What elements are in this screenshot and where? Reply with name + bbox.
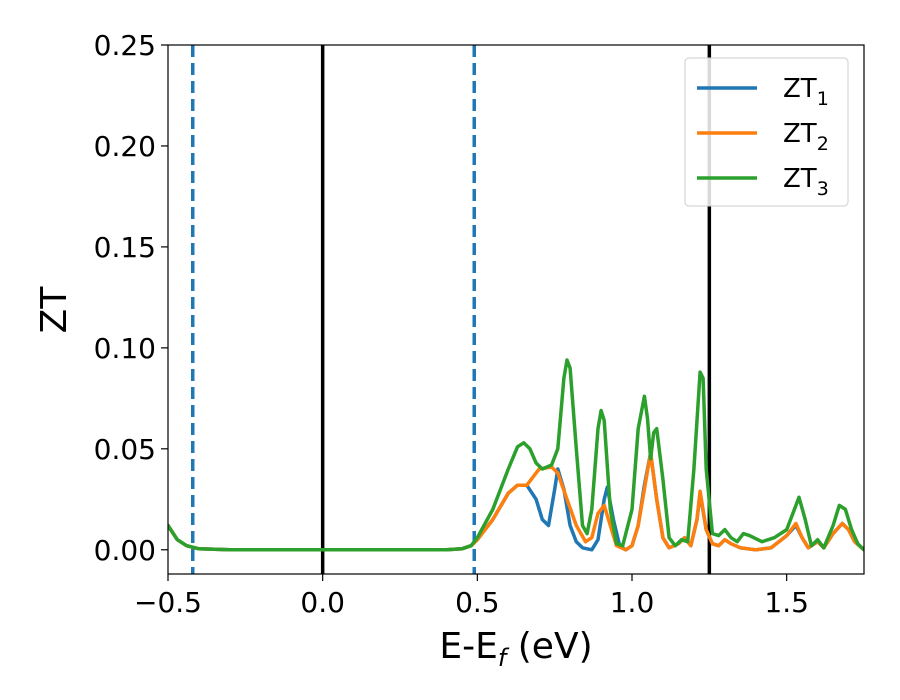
y-tick-label: 0.15 — [94, 231, 156, 264]
x-axis-title: E-Ef (eV) — [439, 626, 592, 672]
x-axis-title-main: E-E — [439, 626, 497, 667]
y-tick-label: 0.00 — [94, 534, 156, 567]
y-axis-ticks: 0.00 0.05 0.10 0.15 0.20 0.25 — [94, 29, 168, 567]
x-axis-ticks: −0.5 0.0 0.5 1.0 1.5 — [134, 574, 809, 619]
x-tick-label: 0.0 — [300, 586, 345, 619]
x-tick-label: 1.5 — [764, 586, 809, 619]
series-layer — [168, 358, 864, 552]
x-tick-label: −0.5 — [134, 586, 202, 619]
series-line-3 — [168, 358, 864, 552]
series-line-2 — [168, 451, 864, 552]
legend: ZT1 ZT2 ZT3 — [684, 57, 849, 207]
legend-label-1: ZT1 — [783, 74, 829, 110]
y-axis-title: ZT — [34, 286, 75, 334]
y-tick-label: 0.05 — [94, 433, 156, 466]
plot-frame — [167, 44, 865, 575]
y-tick-label: 0.10 — [94, 332, 156, 365]
x-tick-label: 0.5 — [455, 586, 500, 619]
legend-box — [684, 57, 849, 207]
x-axis-title-suffix: (eV) — [506, 626, 592, 667]
y-tick-label: 0.25 — [94, 29, 156, 62]
x-tick-label: 1.0 — [610, 586, 655, 619]
legend-label-3: ZT3 — [783, 164, 829, 200]
legend-label-2: ZT2 — [783, 119, 829, 155]
y-tick-label: 0.20 — [94, 130, 156, 163]
